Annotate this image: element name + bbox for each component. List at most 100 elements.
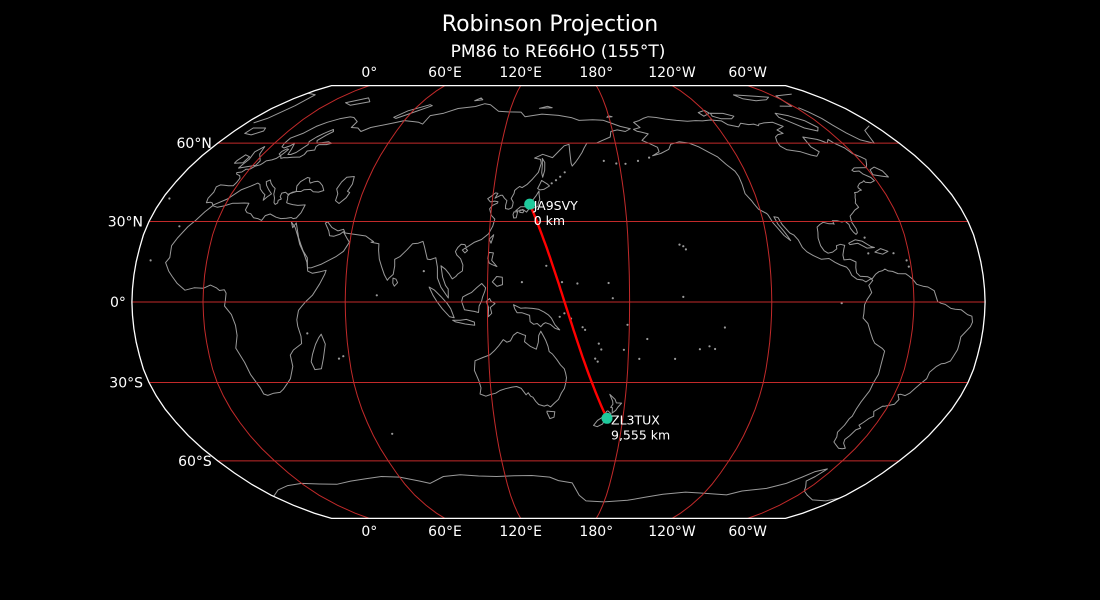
coastline: [609, 393, 623, 414]
lon-tick-label-bottom: 60°E: [428, 524, 462, 540]
lat-tick-label: 60°S: [178, 454, 212, 470]
island-dot: [149, 259, 152, 262]
coastline: [310, 333, 326, 371]
island-dot: [563, 312, 566, 315]
island-dot: [168, 197, 171, 200]
island-dot: [684, 248, 688, 251]
coastline: [473, 330, 567, 408]
island-dot: [682, 295, 685, 298]
lon-tick-label-top: 180°: [579, 65, 613, 81]
coastline: [345, 97, 371, 106]
coastline: [452, 318, 476, 326]
island-dot: [615, 162, 618, 165]
coastline: [487, 251, 498, 268]
coastline: [774, 112, 819, 132]
coastline: [546, 410, 556, 420]
island-dot: [636, 159, 640, 162]
coastline: [513, 304, 561, 331]
coastline: [697, 109, 710, 117]
meridian-gridline: [344, 85, 446, 519]
island-dot: [602, 159, 605, 162]
coastline: [238, 146, 266, 169]
island-dot: [698, 348, 702, 351]
axis-labels-layer: 0° 0° 60°E 60°E 120°E 120°E 180° 180° 120°W 120°W…: [108, 65, 767, 540]
island-dot: [581, 326, 584, 329]
lon-tick-label-top: 60°W: [728, 65, 767, 81]
lat-tick-label: 30°S: [109, 376, 143, 392]
meridian-gridline: [747, 85, 915, 519]
coastline: [869, 166, 889, 178]
coastline: [538, 105, 553, 109]
coastline: [461, 283, 487, 313]
island-dot: [596, 360, 599, 363]
coastline: [491, 276, 503, 287]
meridian-gridline: [595, 85, 631, 519]
coastline: [541, 157, 546, 178]
island-dot: [682, 245, 685, 248]
station-distance-label: 9,555 km: [611, 427, 670, 442]
coastline: [165, 103, 631, 396]
island-dot: [626, 323, 629, 326]
coastline: [848, 239, 875, 249]
coastline: [709, 112, 735, 120]
island-dot: [611, 297, 614, 300]
island-dot: [594, 357, 597, 360]
island-dot: [306, 332, 309, 335]
island-dot: [723, 326, 727, 329]
coastline: [233, 154, 251, 164]
island-dot: [678, 243, 681, 246]
island-dot: [342, 355, 345, 358]
meridian-gridline: [202, 85, 370, 519]
coastlines-layer: [149, 92, 973, 503]
island-dot: [905, 259, 908, 262]
coastline: [485, 298, 496, 318]
coastline: [335, 176, 355, 204]
island-dot: [554, 179, 558, 182]
island-dot: [892, 252, 895, 255]
lon-tick-label-bottom: 0°: [361, 524, 377, 540]
island-dot: [545, 264, 548, 267]
map-outline: [131, 84, 986, 520]
lon-tick-label-bottom: 120°W: [648, 524, 696, 540]
coastline: [428, 286, 455, 319]
coastline: [392, 277, 399, 287]
lat-tick-label: 30°N: [108, 215, 143, 231]
lat-tick-label: 0°: [110, 295, 126, 311]
island-dot: [840, 302, 843, 305]
coastline: [633, 116, 875, 283]
coastline: [606, 115, 613, 118]
island-dot: [559, 175, 562, 178]
coastline: [733, 94, 770, 102]
island-dot: [867, 252, 870, 255]
coastline: [519, 209, 525, 214]
coastline: [244, 127, 267, 136]
coastline: [393, 104, 433, 119]
lon-tick-label-bottom: 120°E: [499, 524, 542, 540]
island-dot: [520, 281, 524, 284]
great-circle-track: [528, 202, 609, 420]
island-dot: [422, 270, 425, 273]
island-dot: [178, 225, 181, 228]
station-callsign-label: ZL3TUX: [611, 412, 660, 427]
graticule-layer: [131, 85, 986, 519]
island-dot: [674, 357, 677, 360]
island-dot: [646, 337, 649, 341]
coastline: [474, 97, 484, 102]
island-dot: [391, 432, 394, 435]
island-dot: [714, 347, 717, 351]
lon-tick-label-top: 120°W: [648, 65, 696, 81]
coastline: [273, 468, 839, 503]
coastline: [537, 179, 550, 191]
island-dot: [558, 315, 561, 318]
island-dot: [584, 328, 587, 331]
coastline: [512, 211, 519, 219]
island-dot: [708, 345, 711, 348]
coastline: [874, 248, 889, 255]
meridian-gridline: [486, 85, 522, 519]
chart-subtitle: PM86 to RE66HO (155°T): [451, 42, 666, 62]
page-title: Robinson Projection: [442, 12, 658, 37]
island-dot: [638, 357, 641, 360]
lat-tick-label: 60°N: [177, 136, 212, 152]
